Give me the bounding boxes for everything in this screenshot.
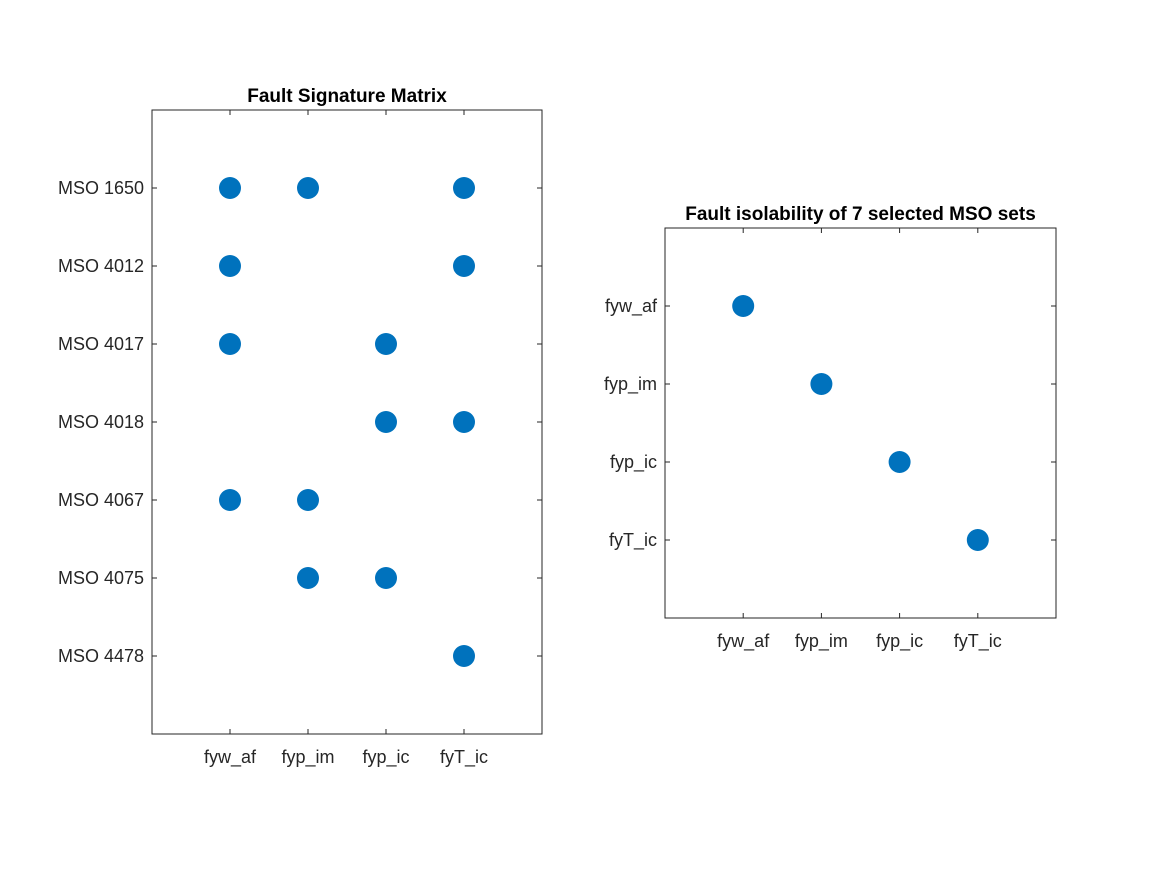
y-tick-label: MSO 4018 — [58, 412, 144, 432]
x-tick-label: fyp_ic — [876, 631, 923, 652]
y-tick-label: fyw_af — [605, 296, 658, 317]
y-tick-label: fyT_ic — [609, 530, 657, 551]
y-tick-label: fyp_ic — [610, 452, 657, 473]
y-tick-label: fyp_im — [604, 374, 657, 395]
signature-matrix-frame — [151, 109, 543, 735]
y-tick-label: MSO 4067 — [58, 490, 144, 510]
data-point — [219, 255, 241, 277]
x-tick-label: fyT_ic — [954, 631, 1002, 652]
signature-matrix-title: Fault Signature Matrix — [247, 86, 447, 107]
data-point — [966, 529, 989, 551]
x-tick-label: fyp_im — [281, 747, 334, 768]
isolability-title: Fault isolability of 7 selected MSO sets — [685, 204, 1036, 225]
data-point — [732, 295, 755, 317]
x-tick-label: fyp_ic — [362, 747, 409, 768]
data-point — [219, 333, 241, 355]
x-tick-label: fyw_af — [204, 747, 257, 768]
data-point — [297, 489, 319, 511]
data-point — [453, 411, 475, 433]
y-tick-label: MSO 4075 — [58, 568, 144, 588]
data-point — [453, 255, 475, 277]
data-point — [453, 645, 475, 667]
signature-matrix-axes: Fault Signature Matrix fyw_af fyp_im fyp_ic… — [58, 86, 543, 768]
y-tick-label: MSO 4017 — [58, 334, 144, 354]
data-point — [375, 567, 397, 589]
data-point — [219, 489, 241, 511]
data-point — [375, 411, 397, 433]
data-point — [888, 451, 911, 473]
x-tick-label: fyp_im — [795, 631, 848, 652]
x-tick-label: fyw_af — [717, 631, 770, 652]
data-point — [810, 373, 833, 395]
isolability-axes: Fault isolability of 7 selected MSO sets… — [604, 204, 1057, 652]
data-point — [219, 177, 241, 199]
y-tick-label: MSO 4478 — [58, 646, 144, 666]
data-point — [375, 333, 397, 355]
data-point — [453, 177, 475, 199]
isolability-frame — [664, 227, 1057, 619]
x-tick-label: fyT_ic — [440, 747, 488, 768]
data-point — [297, 567, 319, 589]
y-tick-label: MSO 4012 — [58, 256, 144, 276]
data-point — [297, 177, 319, 199]
y-tick-label: MSO 1650 — [58, 178, 144, 198]
